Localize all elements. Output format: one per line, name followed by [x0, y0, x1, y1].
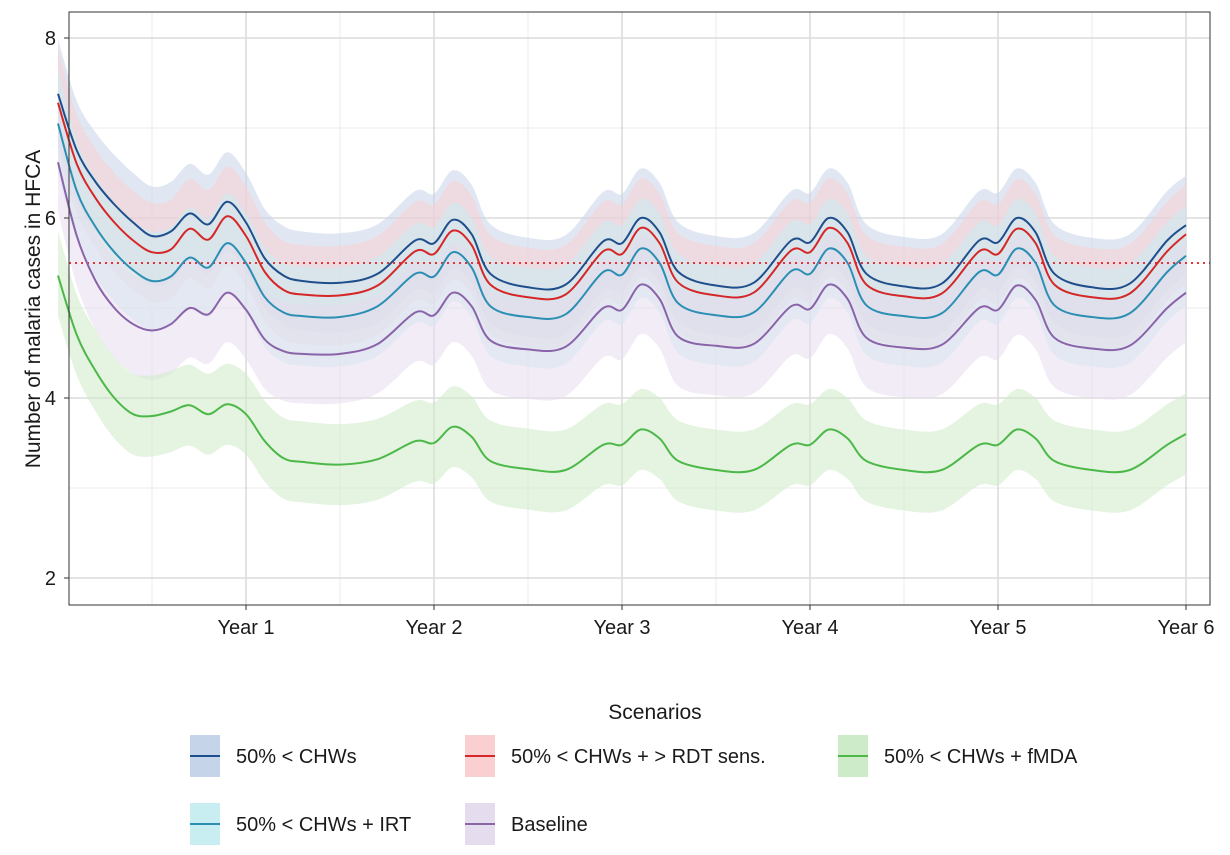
legend-label: Baseline [511, 814, 588, 836]
x-tick-label: Year 4 [781, 617, 838, 639]
y-tick-label: 6 [45, 208, 56, 230]
legend-title: Scenarios [608, 701, 701, 724]
legend-entry: Baseline [465, 803, 588, 845]
ribbon-50-chws-irt [58, 69, 1186, 369]
legend-label: 50% < CHWs [236, 746, 357, 768]
legend: 50% < CHWs 50% < CHWs + > RDT sens. 50% < … [190, 735, 1078, 845]
line-50-chws [57, 93, 1187, 291]
x-tick-label: Year 5 [969, 617, 1026, 639]
legend-label: 50% < CHWs + > RDT sens. [511, 746, 766, 768]
confidence-ribbons [58, 39, 1186, 513]
legend-label: 50% < CHWs + fMDA [884, 746, 1078, 768]
series-lines [57, 93, 1187, 474]
line-50-chws-rdt-sens- [57, 102, 1187, 301]
line-50-chws-fmda [57, 275, 1187, 474]
legend-entry: 50% < CHWs [190, 735, 357, 777]
line-baseline [57, 161, 1187, 356]
y-tick-label: 4 [45, 388, 56, 410]
x-axis-ticks: Year 1 Year 2 Year 3 Year 4 Year 5 Year 6 [217, 605, 1215, 639]
legend-entry: 50% < CHWs + > RDT sens. [465, 735, 766, 777]
y-tick-label: 8 [45, 28, 56, 50]
x-tick-label: Year 3 [593, 617, 650, 639]
y-axis-title: Number of malaria cases in HFCA [22, 150, 45, 469]
y-tick-label: 2 [45, 568, 56, 590]
y-axis-ticks: 2 4 6 8 [45, 28, 69, 590]
legend-label: 50% < CHWs + IRT [236, 814, 411, 836]
ribbon-baseline [58, 107, 1186, 405]
legend-entry: 50% < CHWs + fMDA [838, 735, 1078, 777]
x-tick-label: Year 1 [217, 617, 274, 639]
x-tick-label: Year 2 [405, 617, 462, 639]
ribbon-50-chws-fmda [58, 231, 1186, 513]
plot-panel-border [68, 11, 1211, 606]
legend-entry: 50% < CHWs + IRT [190, 803, 411, 845]
line-50-chws-irt [57, 123, 1187, 320]
x-tick-label: Year 6 [1157, 617, 1214, 639]
